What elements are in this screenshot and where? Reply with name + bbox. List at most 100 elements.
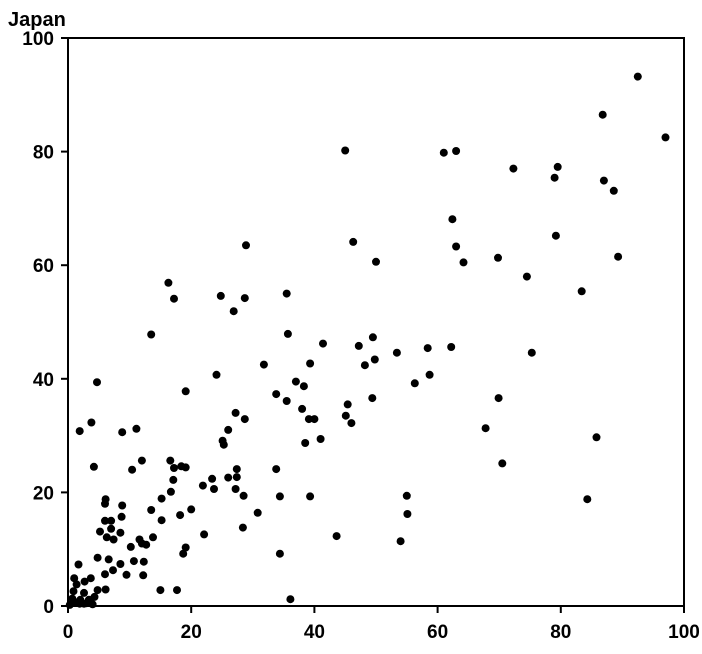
data-point — [494, 394, 503, 403]
data-point — [169, 475, 178, 484]
data-point — [93, 586, 102, 595]
data-point — [372, 257, 380, 266]
data-point — [164, 278, 173, 287]
data-point — [129, 557, 138, 566]
data-point — [343, 400, 352, 409]
data-point — [583, 495, 592, 504]
data-points — [65, 72, 670, 609]
data-point — [117, 512, 126, 521]
data-point — [396, 537, 405, 546]
data-point — [104, 555, 113, 564]
y-axis-label: Japan — [8, 9, 66, 31]
data-point — [551, 231, 560, 240]
x-tick-label: 80 — [550, 622, 571, 643]
data-point — [232, 465, 241, 474]
data-point — [200, 530, 209, 539]
x-tick-label: 20 — [181, 622, 202, 643]
data-point — [577, 287, 586, 296]
data-point — [459, 258, 468, 267]
data-point — [137, 539, 146, 548]
data-point — [181, 387, 190, 396]
data-point — [282, 397, 291, 405]
data-point — [181, 463, 190, 472]
y-tick-label: 40 — [33, 370, 54, 391]
data-point — [354, 341, 363, 350]
data-point — [403, 510, 412, 518]
data-point — [224, 425, 233, 434]
data-point — [157, 516, 166, 525]
data-point — [109, 566, 117, 575]
y-tick-label: 80 — [33, 143, 54, 164]
data-point — [139, 557, 148, 566]
data-point — [368, 333, 377, 342]
data-point — [166, 456, 175, 465]
data-point — [74, 560, 83, 569]
data-point — [88, 600, 97, 609]
data-point — [522, 272, 531, 281]
data-point — [101, 499, 109, 508]
data-point — [481, 424, 490, 433]
data-point — [229, 307, 238, 316]
data-point — [592, 433, 601, 442]
data-point — [392, 348, 401, 357]
data-point — [275, 492, 284, 501]
data-point — [102, 533, 111, 542]
data-point — [65, 600, 74, 609]
data-point — [633, 72, 642, 81]
data-point — [173, 586, 181, 595]
data-point — [402, 491, 411, 500]
data-point — [275, 549, 284, 558]
data-point — [316, 435, 325, 443]
data-point — [239, 491, 248, 500]
data-point — [219, 440, 228, 449]
data-point — [101, 585, 110, 594]
data-point — [118, 501, 127, 510]
data-point — [170, 464, 178, 472]
data-point — [149, 533, 157, 542]
data-point — [107, 516, 116, 525]
axis-ticks: 0 20 40 60 80 100 0 20 40 60 80 100 — [22, 29, 700, 643]
y-tick-label: 100 — [22, 29, 54, 50]
data-point — [116, 528, 125, 537]
data-point — [498, 459, 507, 468]
data-point — [282, 289, 291, 298]
data-point — [259, 360, 268, 369]
data-point — [599, 176, 608, 185]
data-point — [139, 571, 148, 580]
data-point — [347, 419, 356, 428]
data-point — [82, 599, 91, 608]
data-point — [332, 532, 341, 541]
data-point — [306, 359, 315, 368]
data-point — [96, 527, 104, 536]
data-point — [299, 382, 308, 391]
data-point — [231, 485, 240, 493]
data-point — [242, 241, 250, 250]
data-point — [447, 343, 456, 351]
data-point — [216, 291, 225, 300]
data-point — [86, 574, 95, 583]
data-point — [90, 592, 99, 601]
data-point — [80, 588, 88, 597]
data-point — [212, 370, 221, 379]
data-point — [341, 411, 350, 420]
data-point — [494, 253, 502, 262]
data-point — [452, 147, 461, 155]
data-point — [170, 294, 178, 303]
data-point — [238, 523, 247, 532]
data-point — [147, 330, 156, 339]
data-point — [661, 133, 670, 142]
data-point — [527, 348, 536, 357]
data-point — [240, 294, 249, 303]
data-point — [614, 252, 623, 261]
data-point — [439, 148, 448, 157]
data-point — [69, 587, 78, 596]
data-point — [187, 505, 196, 514]
data-point — [319, 339, 327, 348]
data-point — [198, 481, 207, 490]
data-point — [509, 164, 518, 173]
data-point — [232, 473, 241, 482]
data-point — [550, 173, 559, 182]
data-point — [75, 427, 84, 436]
data-point — [107, 524, 116, 533]
